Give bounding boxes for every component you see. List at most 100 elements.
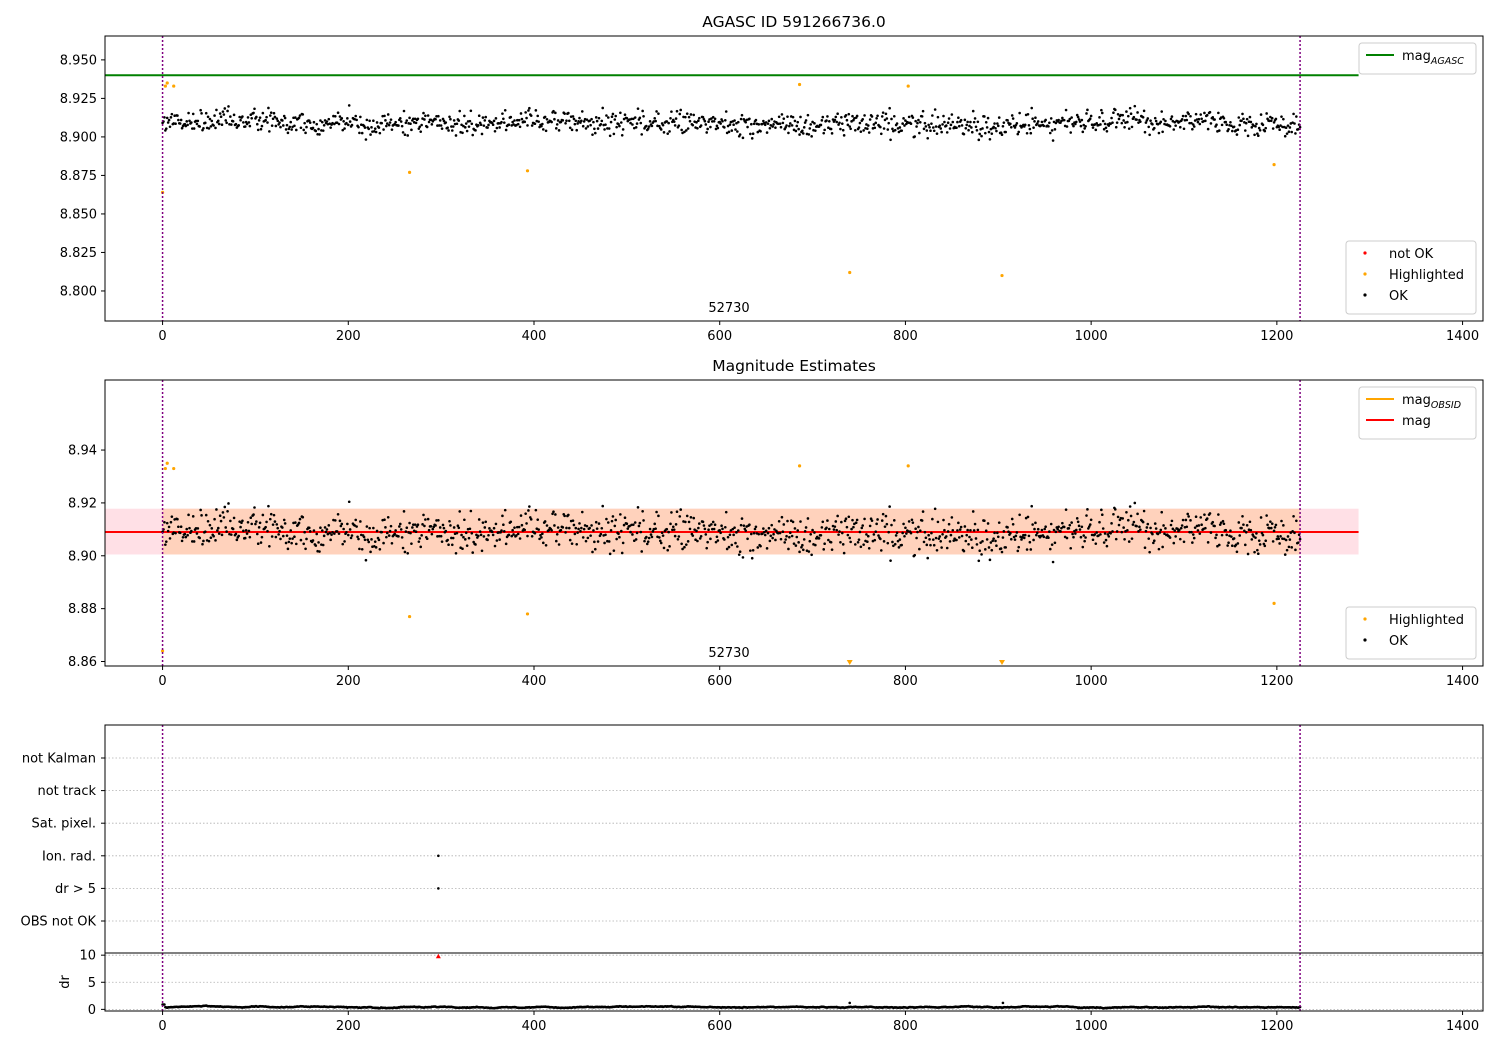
panel1-ok-point [1119,113,1123,117]
panel1-ok-point [1169,117,1173,121]
panel2-ok-point [479,533,483,537]
panel1-ok-point [607,127,611,130]
panel2-ok-point [610,519,614,523]
panel2-ok-point [422,513,425,517]
panel1-ok-point [746,125,749,129]
panel1-ok-point [559,120,563,124]
panel2-ok-point [277,533,280,536]
panel1-highlighted-point [906,84,910,88]
panel2-ok-point [1097,534,1100,537]
panel1-ok-point [1199,113,1203,116]
panel2-ok-point [741,556,745,559]
panel2-ok-point [468,527,472,531]
panel2-ok-point [208,523,212,527]
panel2-ok-point [962,549,966,553]
panel1-ok-point [585,118,589,121]
panel1-ok-point [1040,120,1044,124]
panel2-ok-point [358,547,361,551]
panel2-ok-point [638,521,642,525]
panel2-ok-point [274,535,278,539]
panel2-ok-point [996,531,999,535]
panel2-ok-point [924,536,928,540]
panel1-ok-point [830,132,834,135]
panel2-ok-point [778,531,782,535]
panel2-ok-point [572,523,576,527]
panel2-ok-point [196,527,200,530]
panel1-ok-point [1146,117,1150,120]
panel1-ok-point [838,121,841,125]
panel2-ok-point [749,549,752,552]
panel2-ok-point [429,525,433,528]
panel1-ok-point [448,115,451,119]
panel1-ok-point [350,123,354,127]
panel1-ok-point [545,117,549,121]
panel1-ok-point [927,123,930,127]
background-layer [105,74,1483,1010]
panel1-ok-point [341,128,345,132]
panel2-ok-point [1083,539,1086,543]
panel2-ok-point [650,535,654,539]
panel1-highlighted-point [407,170,412,174]
panel1-ok-point [390,128,394,131]
panel3-flag-label: not Kalman [22,752,96,767]
panel1-ok-point [1204,119,1207,123]
panel2-ok-point [603,541,606,545]
panel2-ok-point [1244,530,1248,534]
panel2-ok-point [386,515,390,519]
panel2-ok-point [593,547,597,551]
panel1-ok-point [577,119,580,123]
panel2-ok-point [853,543,857,546]
panel2-ok-point [736,529,740,532]
panel2-ok-point [375,529,379,533]
panel2-ok-point [176,517,179,521]
panel1-ok-point [867,131,871,134]
panel2-ok-point [667,530,670,534]
panel2-ok-point [356,535,359,539]
panel2-ok-point [1079,535,1083,539]
panel1-ok-point [674,117,678,120]
panel2-ok-point [1235,550,1239,554]
panel2-ok-point [1026,515,1030,519]
panel2-legend-box [1345,606,1477,660]
panel2-ok-point [1022,533,1025,537]
panel2-ok-point [414,530,418,533]
panel1-ok-point [354,114,358,118]
panel2-ok-point [803,529,807,533]
panel1-ok-point [564,121,567,125]
panel2-ok-point [237,534,241,538]
panel2-ok-point [772,532,775,536]
panel1-ok-point [957,124,961,128]
panel2-ok-point [1031,523,1034,526]
panel2-ok-point [1149,526,1152,530]
panel2-ok-point [877,534,880,537]
panel1-ok-point [451,125,455,128]
panel2-ok-point [186,533,189,537]
panel2-ok-point [955,538,958,542]
panel2-ok-point [901,531,904,535]
panel2-ok-point [241,519,244,523]
panel1-ok-point [605,114,608,117]
panel2-ok-point [1133,501,1137,505]
panel1-ok-point [297,116,301,120]
panel2-ok-point [773,528,776,531]
panel1-ok-point [992,125,995,129]
panel1-ok-point [973,117,977,120]
panel2-ok-point [922,540,926,544]
panel2-ok-point [601,504,605,508]
panel2-ok-point [404,530,408,533]
panel1-ok-point [553,117,556,121]
panel1-ok-point [786,115,789,118]
panel2-ok-point [1001,536,1005,539]
panel2-ok-point [1196,529,1200,532]
panel1-ok-point [1065,125,1069,128]
panel2-ok-point [657,514,660,518]
panel2-ok-point [913,553,917,557]
panel1-ok-point [798,133,801,136]
panel2-ok-point [368,526,371,530]
panel2-ok-point [681,547,684,551]
panel2-ok-point [718,528,722,532]
panel2-ok-point [541,541,545,545]
panel2-ok-point [921,510,925,513]
panel2-ok-point [611,515,615,518]
panel1-ok-point [554,127,558,130]
